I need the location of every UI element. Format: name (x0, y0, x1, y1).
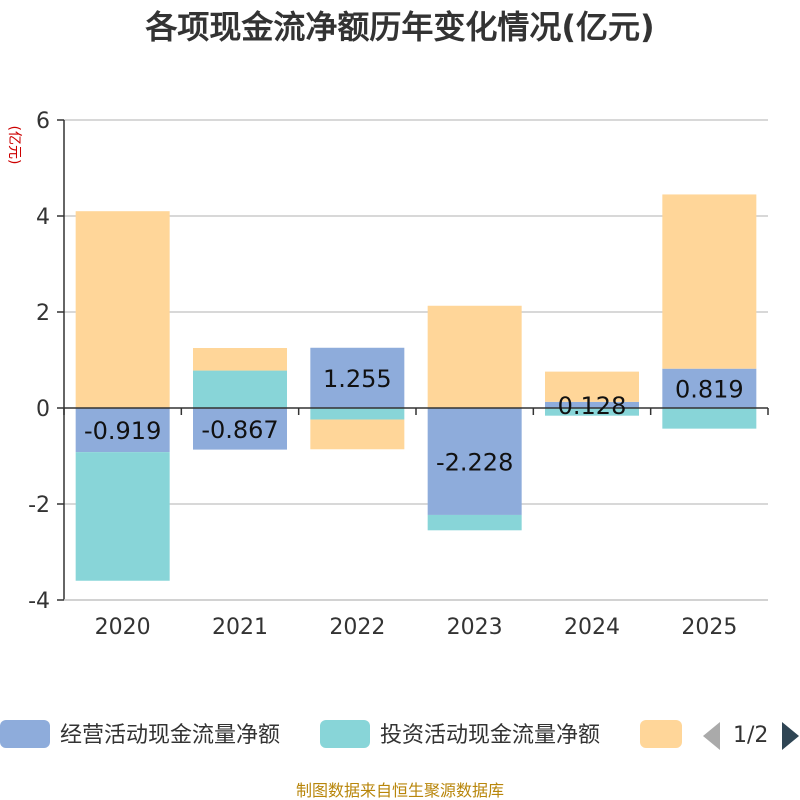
data-source-note: 制图数据来自恒生聚源数据库 (296, 781, 504, 800)
bar-2021-series-1[interactable] (193, 371, 287, 408)
x-tick-label-2022: 2022 (329, 615, 385, 640)
data-label-2021: -0.867 (201, 416, 278, 444)
y-tick-label: 0 (36, 397, 50, 422)
legend-swatch-operating[interactable] (0, 720, 50, 748)
legend-label-operating[interactable]: 经营活动现金流量净额 (60, 723, 280, 748)
y-tick-label: 6 (36, 109, 50, 134)
x-tick-label-2023: 2023 (447, 615, 503, 640)
y-tick-label: -2 (28, 493, 50, 518)
y-axis-unit: (亿元) (6, 126, 22, 165)
data-label-2023: -2.228 (436, 448, 513, 476)
legend-prev-page-icon[interactable] (703, 722, 720, 750)
legend-label-investing[interactable]: 投资活动现金流量净额 (380, 723, 600, 748)
bar-2025-series-1[interactable] (662, 408, 756, 429)
y-tick-label: -4 (28, 589, 50, 614)
chart-title: 各项现金流净额历年变化情况(亿元) (145, 8, 654, 46)
data-label-2024: 0.128 (558, 392, 627, 420)
chart: 各项现金流净额历年变化情况(亿元) (亿元) -4 -2 0 2 4 6 2020 2021 2… (0, 0, 800, 800)
x-tick-label-2021: 2021 (212, 615, 268, 640)
legend-page-indicator: 1/2 (733, 723, 768, 748)
y-tick-label: 4 (36, 205, 50, 230)
bars-layer (76, 194, 757, 580)
bar-2023-series-1[interactable] (428, 515, 522, 530)
data-label-2020: -0.919 (84, 417, 161, 445)
bar-2022-series-1[interactable] (310, 408, 404, 420)
legend-swatch-financing[interactable] (640, 720, 682, 748)
data-label-2025: 0.819 (675, 375, 744, 403)
x-tick-label-2020: 2020 (95, 615, 151, 640)
legend: 经营活动现金流量净额 投资活动现金流量净额 1/2 (0, 720, 799, 750)
bar-2025-series-2[interactable] (662, 194, 756, 368)
bar-2023-series-2[interactable] (428, 306, 522, 408)
x-tick-label-2025: 2025 (681, 615, 737, 640)
bar-2021-series-2[interactable] (193, 348, 287, 371)
bar-2020-series-1[interactable] (76, 452, 170, 581)
y-tick-label: 2 (36, 301, 50, 326)
x-tick-label-2024: 2024 (564, 615, 620, 640)
data-labels: -0.919 -0.867 1.255 -2.228 0.128 0.819 (84, 365, 744, 477)
legend-next-page-icon[interactable] (782, 722, 799, 750)
bar-2020-series-2[interactable] (76, 211, 170, 408)
data-label-2022: 1.255 (323, 365, 392, 393)
legend-swatch-investing[interactable] (320, 720, 370, 748)
bar-2022-series-2[interactable] (310, 420, 404, 450)
